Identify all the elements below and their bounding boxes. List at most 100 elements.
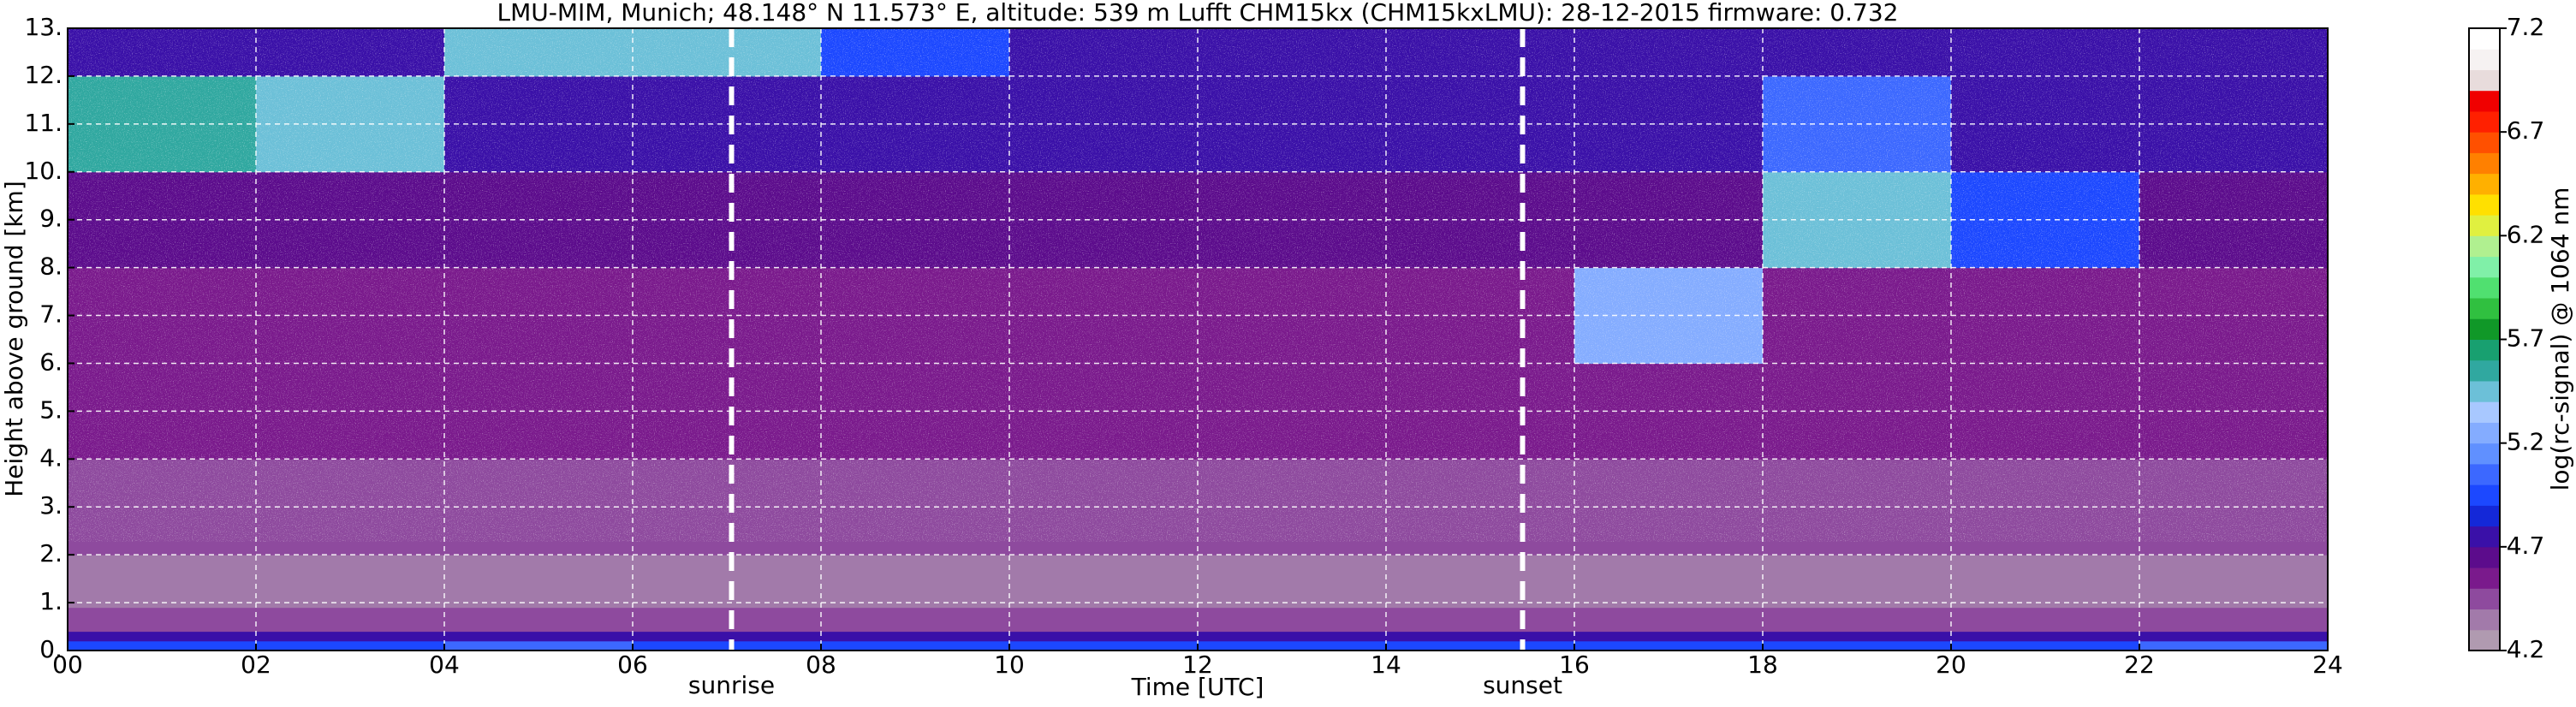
heatmap-cell	[256, 631, 445, 642]
colorbar-tick-label: 6.7	[2507, 116, 2545, 145]
heatmap-cell	[633, 631, 822, 642]
colorbar-segment	[2469, 215, 2500, 236]
colorbar-segment	[2469, 152, 2500, 175]
x-tick-label: 22	[2124, 651, 2155, 679]
colorbar-segment	[2469, 173, 2500, 195]
x-tick-label: 06	[617, 651, 648, 679]
y-tick-label: 0.	[39, 635, 62, 663]
heatmap-cell	[821, 640, 1010, 651]
heatmap-cell	[1951, 631, 2140, 642]
heatmap-cell	[68, 555, 257, 609]
colorbar-segment	[2469, 110, 2500, 133]
heatmap-cell	[444, 640, 634, 651]
x-tick-label: 00	[52, 651, 83, 679]
colorbar-segment	[2469, 276, 2500, 299]
heatmap-cell	[633, 555, 822, 609]
colorbar-tick-label: 4.2	[2507, 635, 2545, 663]
heatmap-cell	[1763, 607, 1952, 633]
annotation-label: sunset	[1483, 671, 1562, 699]
colorbar-segment	[2469, 69, 2500, 92]
colorbar-segment	[2469, 443, 2500, 465]
x-tick-label: 12	[1182, 651, 1213, 679]
heatmap-cell	[1198, 607, 1387, 633]
colorbar-tick-label: 4.7	[2507, 532, 2545, 560]
colorbar-segment	[2469, 132, 2500, 153]
heatmap-cell	[1763, 640, 1952, 651]
heatmap-cell	[1386, 607, 1575, 633]
x-tick-label: 02	[241, 651, 271, 679]
y-tick-label: 6.	[39, 348, 62, 376]
colorbar-segment	[2469, 526, 2500, 548]
colorbar-segment	[2469, 546, 2500, 568]
colorbar-segment	[2469, 235, 2500, 258]
colorbar-tick-label: 5.2	[2507, 428, 2545, 456]
x-tick-label: 04	[429, 651, 460, 679]
heatmap-cell	[633, 640, 822, 651]
y-tick-label: 8.	[39, 253, 62, 281]
colorbar-segment	[2469, 588, 2500, 610]
heatmap-cell	[1386, 640, 1575, 651]
y-tick-label: 5.	[39, 395, 62, 424]
x-tick-label: 20	[1936, 651, 1966, 679]
heatmap-cell	[633, 607, 822, 633]
heatmap-cell	[1763, 631, 1952, 642]
heatmap-cell	[1386, 631, 1575, 642]
y-axis-label: Height above ground [km]	[0, 181, 28, 497]
heatmap-cell	[444, 607, 634, 633]
colorbar-segment	[2469, 505, 2500, 527]
colorbar-tick-label: 5.7	[2507, 324, 2545, 353]
colorbar-segment	[2469, 609, 2500, 631]
heatmap-cell	[2139, 555, 2328, 609]
colorbar-segment	[2469, 359, 2500, 382]
annotation-label: sunrise	[688, 671, 775, 699]
colorbar-segment	[2469, 298, 2500, 319]
heatmap-cell	[821, 631, 1010, 642]
chart-title: LMU-MIM, Munich; 48.148° N 11.573° E, al…	[497, 0, 1899, 27]
heatmap-cell	[821, 607, 1010, 633]
x-tick-label: 08	[806, 651, 836, 679]
x-axis-label: Time [UTC]	[1131, 673, 1264, 701]
heatmap-cell	[256, 555, 445, 609]
x-tick-label: 16	[1559, 651, 1590, 679]
y-tick-label: 2.	[39, 539, 62, 567]
colorbar-segment	[2469, 463, 2500, 485]
y-tick-label: 3.	[39, 491, 62, 520]
heatmap-cell	[821, 555, 1010, 609]
y-tick-label: 10.	[24, 157, 62, 185]
colorbar-segment	[2469, 318, 2500, 340]
heatmap-cell	[1198, 640, 1387, 651]
heatmap-cell	[1951, 555, 2140, 609]
heatmap-cell	[1009, 555, 1199, 609]
heatmap-cell	[2139, 640, 2328, 651]
x-tick-label: 24	[2312, 651, 2343, 679]
colorbar-segment	[2469, 380, 2500, 402]
colorbar-tick-label: 7.2	[2507, 13, 2545, 41]
colorbar-segment	[2469, 90, 2500, 112]
colorbar-segment	[2469, 339, 2500, 361]
heatmap-cell	[1951, 607, 2140, 633]
heatmap-cell	[1574, 640, 1764, 651]
heatmap-cell	[68, 631, 257, 642]
x-tick-label: 10	[994, 651, 1025, 679]
colorbar-segment	[2469, 401, 2500, 423]
heatmap-cell	[1009, 640, 1199, 651]
colorbar-segment	[2469, 484, 2500, 506]
y-tick-label: 12.	[24, 61, 62, 89]
colorbar-segment	[2469, 422, 2500, 444]
y-tick-label: 4.	[39, 443, 62, 472]
colorbar-segment	[2469, 256, 2500, 278]
heatmap-cell	[1763, 555, 1952, 609]
heatmap-cell	[256, 640, 445, 651]
heatmap-cell	[1574, 631, 1764, 642]
y-tick-label: 11.	[24, 109, 62, 137]
heatmap-cell	[68, 640, 257, 651]
y-tick-label: 7.	[39, 300, 62, 329]
x-tick-label: 18	[1747, 651, 1778, 679]
heatmap-cell	[444, 631, 634, 642]
colorbar-label: log(rc-signal) @ 1064 nm	[2546, 187, 2574, 491]
heatmap-cell	[2139, 631, 2328, 642]
colorbar-segment	[2469, 28, 2500, 50]
x-tick-label: 14	[1371, 651, 1401, 679]
